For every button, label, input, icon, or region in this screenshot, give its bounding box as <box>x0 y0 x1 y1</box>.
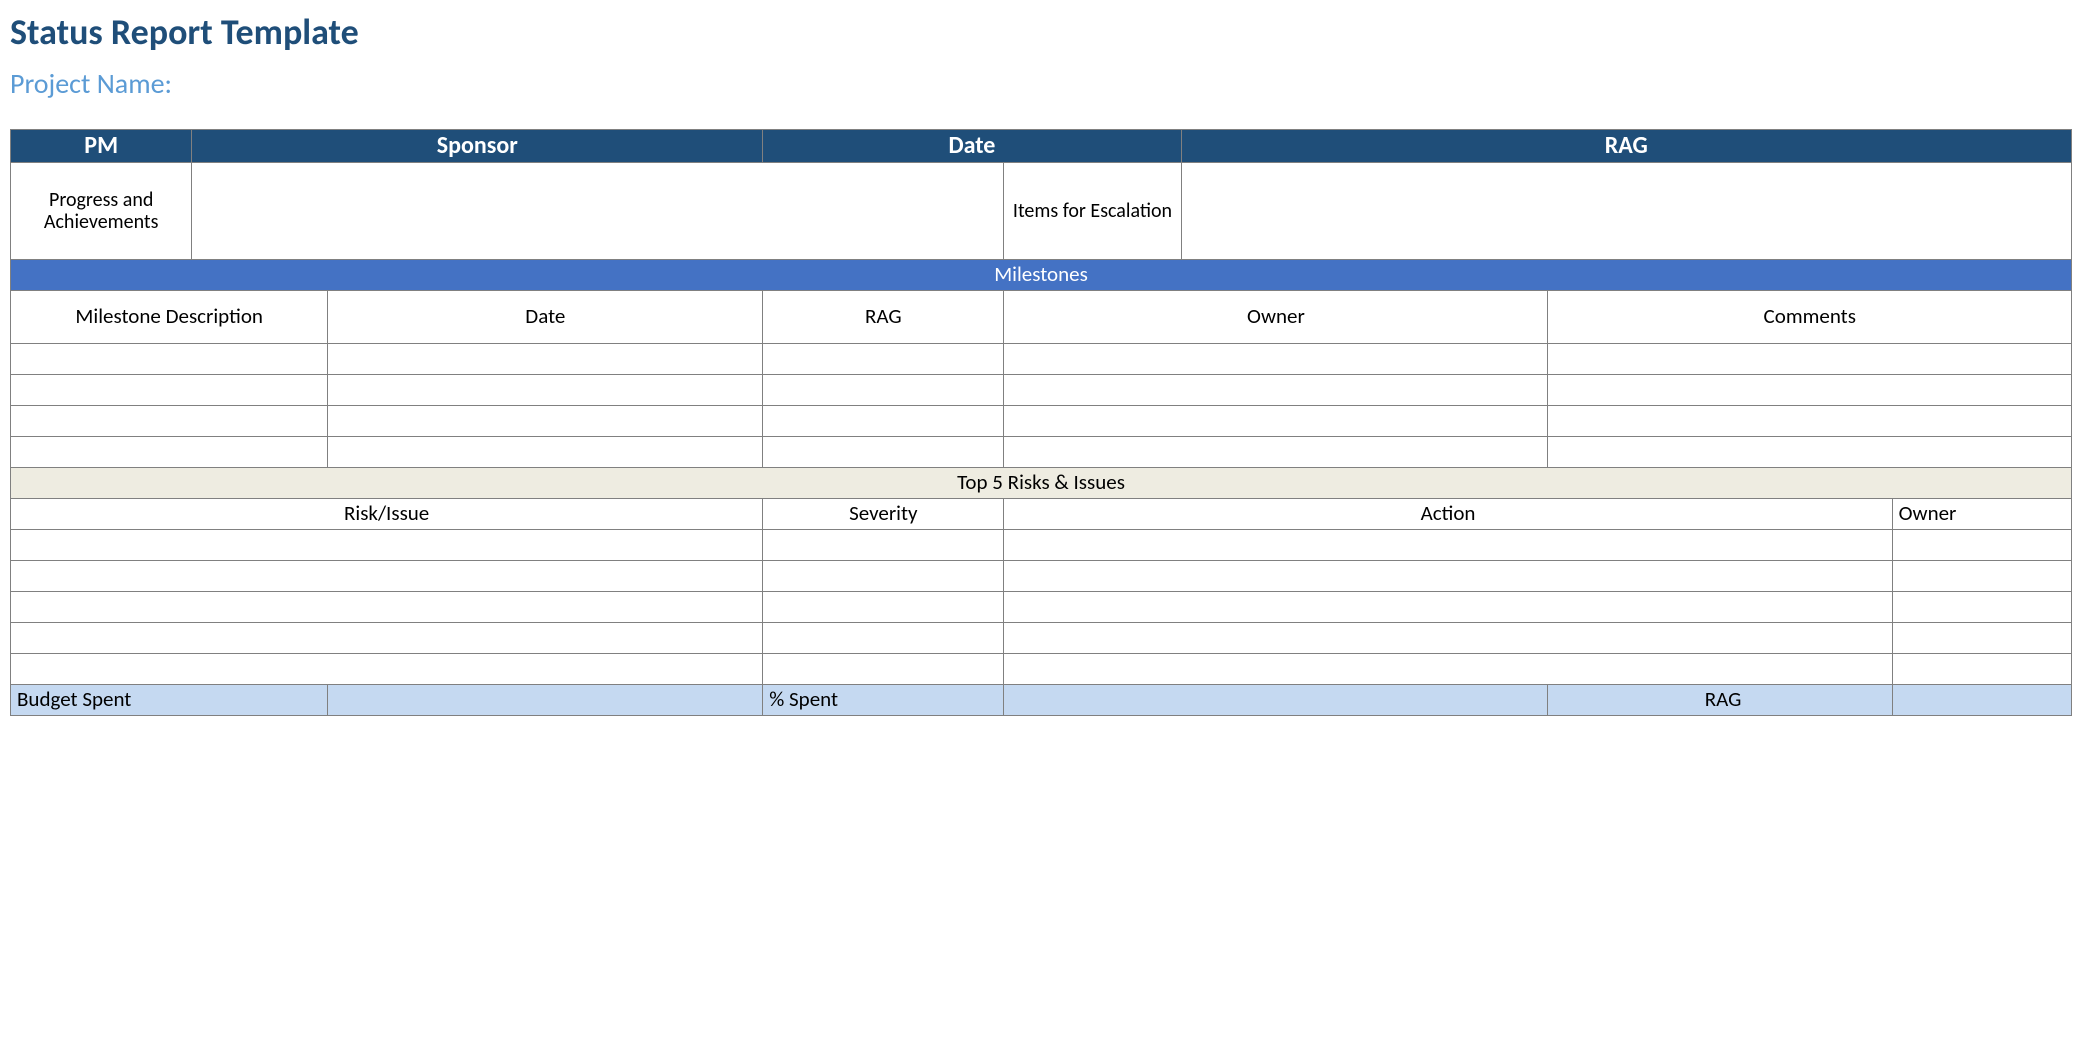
status-report-table: PM Sponsor Date RAG Progress and Achieve… <box>10 129 2072 716</box>
label-progress: Progress and Achievements <box>11 163 192 260</box>
footer-rag-value[interactable] <box>1892 685 2071 716</box>
page-title: Status Report Template <box>10 10 2072 54</box>
milestone-row[interactable] <box>11 406 2072 437</box>
cell-progress-value[interactable] <box>192 163 1004 260</box>
milestone-row[interactable] <box>11 437 2072 468</box>
col-risk-owner: Owner <box>1892 499 2071 530</box>
section-milestones: Milestones <box>11 260 2072 291</box>
col-milestone-date: Date <box>328 291 763 344</box>
footer-rag-label: RAG <box>1548 685 1892 716</box>
footer-budget-spent-label: Budget Spent <box>11 685 328 716</box>
risk-row[interactable] <box>11 592 2072 623</box>
project-name-label: Project Name: <box>10 66 2072 101</box>
col-risk-action: Action <box>1004 499 1892 530</box>
cell-escalation-value[interactable] <box>1181 163 2071 260</box>
section-risks: Top 5 Risks & Issues <box>11 468 2072 499</box>
risk-row[interactable] <box>11 561 2072 592</box>
footer-pct-spent-label: % Spent <box>763 685 1004 716</box>
risk-row[interactable] <box>11 654 2072 685</box>
label-escalation: Items for Escalation <box>1004 163 1181 260</box>
col-milestone-desc: Milestone Description <box>11 291 328 344</box>
risk-row[interactable] <box>11 623 2072 654</box>
hdr-sponsor: Sponsor <box>192 130 763 163</box>
col-milestone-rag: RAG <box>763 291 1004 344</box>
milestone-row[interactable] <box>11 375 2072 406</box>
col-risk-issue: Risk/Issue <box>11 499 763 530</box>
footer-pct-spent-value[interactable] <box>1004 685 1548 716</box>
col-milestone-owner: Owner <box>1004 291 1548 344</box>
footer-budget-spent-value[interactable] <box>328 685 763 716</box>
hdr-rag: RAG <box>1181 130 2071 163</box>
hdr-pm: PM <box>11 130 192 163</box>
col-milestone-comments: Comments <box>1548 291 2072 344</box>
milestone-row[interactable] <box>11 344 2072 375</box>
risk-row[interactable] <box>11 530 2072 561</box>
col-risk-severity: Severity <box>763 499 1004 530</box>
hdr-date: Date <box>763 130 1181 163</box>
